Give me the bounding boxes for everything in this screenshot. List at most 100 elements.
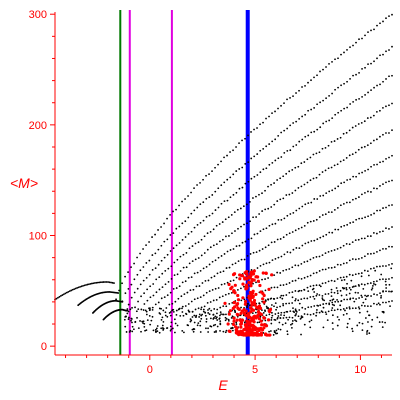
y-tick-label: 0 bbox=[41, 341, 47, 353]
data-point bbox=[142, 279, 145, 282]
data-point bbox=[224, 316, 227, 319]
data-point bbox=[336, 138, 339, 140]
data-point bbox=[169, 234, 172, 236]
data-point bbox=[366, 253, 369, 255]
data-point bbox=[304, 203, 307, 206]
data-point bbox=[259, 331, 264, 335]
data-point bbox=[339, 204, 342, 207]
data-point bbox=[268, 261, 271, 264]
data-point bbox=[248, 306, 253, 310]
data-point bbox=[158, 312, 161, 314]
data-point bbox=[249, 324, 253, 328]
data-point bbox=[267, 287, 271, 291]
data-point bbox=[173, 274, 176, 277]
data-point bbox=[196, 324, 199, 327]
data-point bbox=[345, 262, 348, 264]
data-point bbox=[382, 80, 384, 83]
data-point bbox=[99, 281, 102, 284]
data-point bbox=[351, 153, 354, 156]
data-point bbox=[313, 291, 316, 293]
data-point bbox=[197, 257, 200, 259]
data-point bbox=[166, 217, 168, 220]
data-point bbox=[253, 155, 256, 158]
data-point bbox=[188, 262, 191, 265]
data-point bbox=[321, 254, 324, 256]
data-point bbox=[346, 106, 349, 109]
data-point bbox=[304, 84, 306, 87]
data-point bbox=[360, 146, 363, 149]
data-point bbox=[324, 252, 327, 255]
data-point bbox=[391, 226, 393, 228]
data-point bbox=[226, 178, 229, 181]
data-point bbox=[60, 295, 62, 297]
data-point bbox=[373, 187, 375, 190]
data-point bbox=[355, 98, 357, 101]
data-point bbox=[370, 165, 372, 168]
data-point bbox=[339, 160, 342, 163]
data-point bbox=[336, 292, 339, 295]
data-point bbox=[289, 96, 291, 99]
data-point bbox=[180, 295, 183, 298]
data-point bbox=[375, 110, 378, 113]
data-point bbox=[349, 222, 352, 224]
data-point bbox=[388, 204, 390, 207]
data-point bbox=[286, 98, 288, 101]
data-point bbox=[240, 258, 243, 261]
data-point bbox=[382, 160, 384, 163]
data-point bbox=[336, 163, 339, 166]
data-point bbox=[311, 288, 314, 291]
data-point bbox=[294, 314, 297, 317]
data-point bbox=[301, 244, 304, 247]
data-point bbox=[300, 262, 303, 265]
data-point bbox=[279, 284, 282, 287]
data-point bbox=[355, 175, 358, 178]
data-point bbox=[154, 233, 156, 236]
data-point bbox=[274, 159, 277, 162]
data-point bbox=[164, 269, 167, 272]
data-point bbox=[195, 285, 198, 288]
data-point bbox=[274, 138, 277, 141]
data-point bbox=[268, 313, 271, 316]
data-point bbox=[340, 294, 343, 297]
data-point bbox=[369, 282, 372, 284]
data-point bbox=[345, 294, 348, 296]
data-point bbox=[194, 242, 197, 245]
data-point bbox=[385, 181, 387, 184]
data-point bbox=[321, 147, 324, 150]
data-point bbox=[259, 265, 262, 267]
data-point bbox=[191, 316, 194, 318]
data-point bbox=[293, 311, 296, 314]
data-point bbox=[234, 262, 237, 265]
data-point bbox=[234, 311, 237, 314]
data-point bbox=[205, 318, 208, 320]
data-point bbox=[282, 317, 285, 319]
data-point bbox=[309, 258, 312, 261]
data-point bbox=[255, 330, 259, 334]
data-point bbox=[135, 310, 138, 313]
data-point bbox=[275, 308, 277, 311]
data-point bbox=[373, 163, 375, 166]
data-point bbox=[372, 232, 375, 234]
data-point bbox=[291, 291, 294, 294]
data-point bbox=[288, 316, 291, 319]
data-point bbox=[202, 310, 205, 313]
data-point bbox=[231, 329, 234, 332]
data-point bbox=[322, 303, 325, 305]
data-point bbox=[198, 316, 201, 318]
data-point bbox=[220, 184, 223, 187]
data-point bbox=[358, 285, 360, 287]
data-point bbox=[185, 266, 188, 269]
data-point bbox=[337, 300, 340, 303]
data-point bbox=[303, 313, 306, 315]
data-point bbox=[241, 166, 244, 169]
data-point bbox=[370, 191, 372, 193]
data-point bbox=[333, 309, 336, 312]
data-point bbox=[231, 263, 234, 266]
data-point bbox=[125, 331, 128, 333]
data-point bbox=[190, 319, 193, 322]
data-point bbox=[363, 269, 366, 272]
data-point bbox=[242, 205, 245, 208]
data-point bbox=[285, 172, 288, 175]
data-point bbox=[316, 198, 319, 200]
